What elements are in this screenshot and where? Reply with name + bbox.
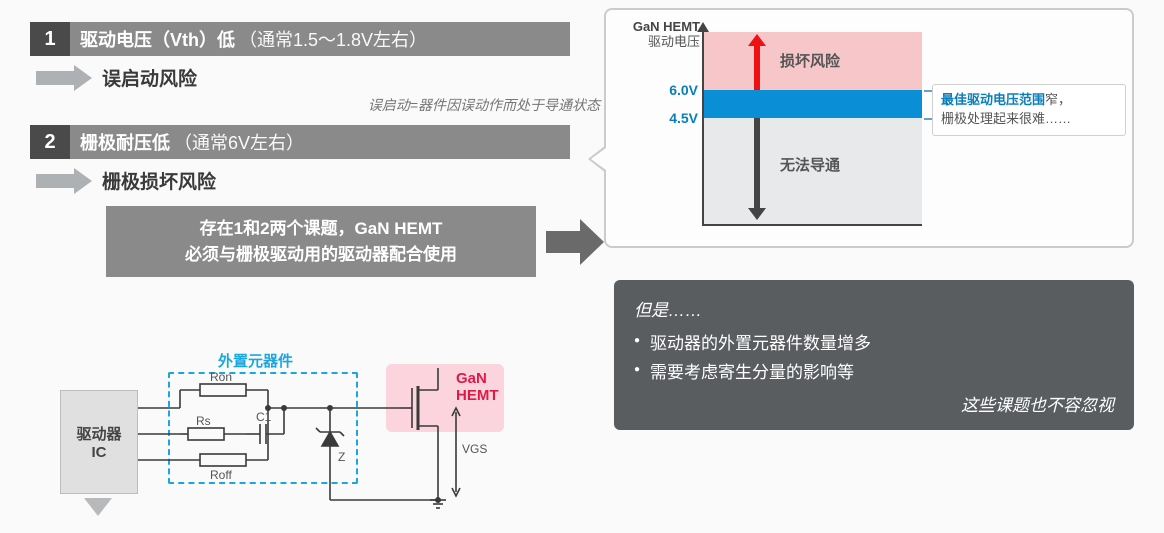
zone-ok (704, 90, 922, 118)
header-1-num: 1 (30, 22, 70, 56)
chart-title-l1: GaN HEMT (633, 19, 700, 34)
big-arrow-icon (546, 219, 606, 265)
danger-arrow-icon (750, 32, 764, 90)
off-arrow-icon (750, 118, 764, 220)
legend-t1: 窄， (1045, 92, 1071, 107)
circuit-diagram: 驱动器 IC 外置元器件 GaN HEMT (60, 350, 540, 520)
chart-title-l2: 驱动电压 (648, 34, 700, 49)
label-c1: C1 (256, 410, 271, 424)
header-1: 1 驱动电压（Vth）低 （通常1.5～1.8V左右） (30, 22, 570, 56)
dark-box-footer: 这些课题也不容忽视 (634, 391, 1114, 416)
chart-axis-x (702, 224, 922, 226)
tick-hi: 6.0V (624, 82, 698, 98)
zone-danger-label: 损坏风险 (780, 50, 840, 71)
label-z: Z (338, 450, 345, 464)
dark-box-but: 但是…… (634, 296, 1114, 321)
chart-legend: 最佳驱动电压范围窄， 栅极处理起来很难…… (932, 84, 1126, 136)
risk-2-arrow-icon (36, 168, 96, 194)
message-line-2: 必须与栅极驱动用的驱动器配合使用 (122, 242, 520, 268)
zone-off-label: 无法导通 (780, 154, 840, 175)
message-line-1: 存在1和2两个课题，GaN HEMT (122, 216, 520, 242)
chart-title: GaN HEMT 驱动电压 (620, 20, 700, 50)
label-vgs: VGS (462, 442, 487, 456)
label-ron: Ron (210, 370, 232, 384)
header-2-main: 栅极耐压低 (80, 129, 170, 155)
header-1-sub: （通常1.5～1.8V左右） (239, 26, 427, 52)
risk-1-text: 误启动风险 (102, 64, 197, 91)
dark-box-list: 驱动器的外置元器件数量增多 需要考虑寄生分量的影响等 (634, 329, 1114, 383)
dark-box-item-1: 需要考虑寄生分量的影响等 (634, 358, 1114, 383)
header-2: 2 栅极耐压低 （通常6V左右） (30, 125, 570, 159)
header-2-bar: 栅极耐压低 （通常6V左右） (70, 125, 570, 159)
chart-area: GaN HEMT 驱动电压 6.0V 4.5V 损坏风险 无法导通 (620, 20, 930, 230)
label-rs: Rs (196, 414, 211, 428)
message-box: 存在1和2两个课题，GaN HEMT 必须与栅极驱动用的驱动器配合使用 (106, 206, 536, 277)
header-1-bar: 驱动电压（Vth）低 （通常1.5～1.8V左右） (70, 22, 570, 56)
chart-pointer-icon (588, 145, 606, 173)
dark-box: 但是…… 驱动器的外置元器件数量增多 需要考虑寄生分量的影响等 这些课题也不容忽… (614, 280, 1134, 430)
risk-2-text: 栅极损坏风险 (102, 167, 216, 194)
legend-hi: 最佳驱动电压范围 (941, 92, 1045, 107)
label-roff: Roff (210, 468, 232, 482)
dark-box-item-0: 驱动器的外置元器件数量增多 (634, 329, 1114, 354)
tick-lo: 4.5V (624, 110, 698, 126)
legend-t2: 栅极处理起来很难…… (941, 111, 1071, 126)
circuit-svg (60, 350, 540, 520)
header-2-num: 2 (30, 125, 70, 159)
header-2-sub: （通常6V左右） (174, 129, 304, 155)
header-1-main: 驱动电压（Vth）低 (80, 26, 235, 52)
risk-1-arrow-icon (36, 65, 96, 91)
voltage-chart: GaN HEMT 驱动电压 6.0V 4.5V 损坏风险 无法导通 最佳驱动电压… (604, 8, 1134, 248)
explain-1: 误启动=器件因误动作而处于导通状态 (30, 95, 600, 115)
